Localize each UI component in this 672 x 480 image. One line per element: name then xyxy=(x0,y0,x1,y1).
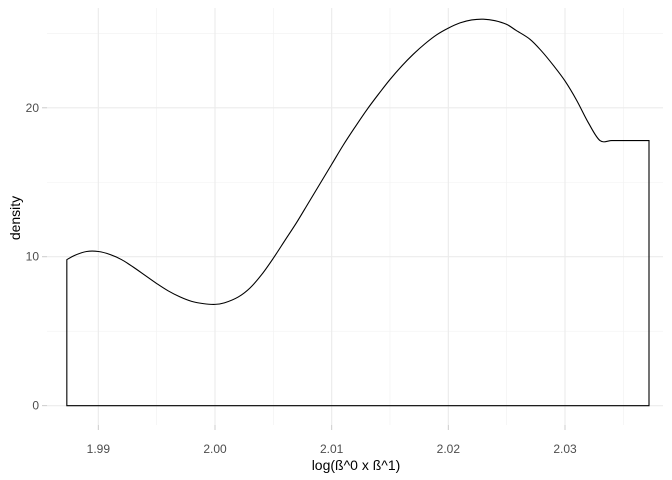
x-tick-label: 2.03 xyxy=(553,442,577,456)
y-tick-label: 20 xyxy=(26,101,40,115)
density-curve xyxy=(66,18,650,407)
x-axis-title: log(ß^0 x ß^1) xyxy=(312,457,401,473)
x-axis-tick-labels: 1.99 2.00 2.01 2.02 2.03 xyxy=(87,442,577,456)
x-axis-ticks xyxy=(97,425,566,430)
y-axis-tick-labels: 0 10 20 xyxy=(26,101,40,413)
y-tick-label: 10 xyxy=(26,250,40,264)
x-tick-label: 2.00 xyxy=(203,442,227,456)
x-tick-label: 2.01 xyxy=(320,442,344,456)
x-tick-label: 2.02 xyxy=(437,442,461,456)
y-axis-ticks xyxy=(42,107,47,407)
x-tick-label: 1.99 xyxy=(87,442,111,456)
y-axis-title: density xyxy=(7,196,23,240)
y-tick-label: 0 xyxy=(32,399,39,413)
major-gridlines xyxy=(47,8,663,425)
minor-gridlines xyxy=(47,8,663,425)
